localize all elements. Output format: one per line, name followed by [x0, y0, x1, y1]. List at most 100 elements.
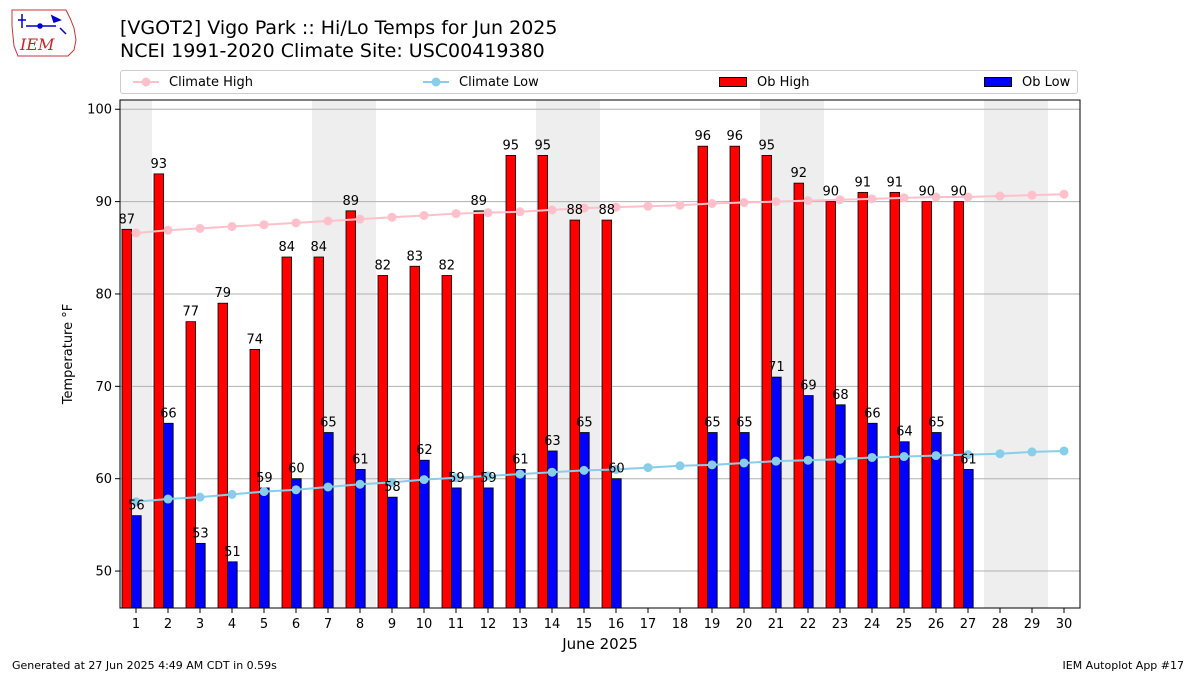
bars [121, 145, 974, 609]
climate-high-point [803, 196, 813, 206]
x-tick-label: 6 [292, 617, 300, 632]
ob-low-bar [355, 469, 366, 609]
climate-high-point [195, 223, 205, 233]
ob-high-label: 95 [759, 138, 776, 153]
climate-high-point [1027, 190, 1037, 200]
x-tick-label: 27 [960, 617, 977, 632]
ob-low-label: 63 [544, 434, 561, 449]
climate-lines [131, 189, 1069, 507]
y-tick-label: 80 [95, 287, 112, 302]
ob-high-label: 84 [279, 240, 296, 255]
ob-high-label: 90 [823, 185, 840, 200]
climate-low-point [707, 460, 717, 470]
ob-low-label: 66 [864, 406, 881, 421]
climate-high-point [483, 208, 493, 218]
ob-high-label: 82 [375, 258, 392, 273]
ob-high-label: 87 [119, 212, 136, 227]
iem-logo: IEM [11, 9, 77, 57]
x-tick-label: 12 [480, 617, 497, 632]
ob-high-label: 77 [183, 305, 200, 320]
ob-high-label: 95 [503, 138, 520, 153]
legend-item-ob-high: Ob High [719, 71, 810, 93]
x-tick-label: 4 [228, 617, 236, 632]
ob-low-bar [707, 432, 718, 609]
x-tick-label: 26 [928, 617, 945, 632]
climate-high-point [867, 194, 877, 204]
ob-high-bar [697, 145, 709, 609]
climate-low-point [227, 489, 237, 499]
x-tick-label: 3 [196, 617, 204, 632]
ob-low-bar [195, 542, 206, 609]
climate-high-point [291, 218, 301, 228]
ob-low-bar [131, 515, 142, 609]
ob-high-label: 93 [151, 157, 168, 172]
chart-title: [VGOT2] Vigo Park :: Hi/Lo Temps for Jun… [120, 17, 558, 39]
y-tick-label: 60 [95, 472, 112, 487]
climate-low-point [1059, 446, 1069, 456]
ob-high-label: 96 [727, 129, 744, 144]
climate-low-point [291, 485, 301, 495]
ob-low-label: 61 [512, 452, 529, 467]
climate-high-point [995, 191, 1005, 201]
ob-low-label: 59 [480, 471, 497, 486]
y-tick-label: 90 [95, 195, 112, 210]
ob-high-bar [313, 256, 325, 609]
legend-label: Climate Low [459, 74, 539, 90]
climate-low-point [163, 494, 173, 504]
climate-low-point [675, 461, 685, 471]
climate-low-point [899, 452, 909, 462]
ob-low-label: 60 [288, 462, 305, 477]
weekend-band [984, 100, 1048, 608]
climate-high-point [707, 198, 717, 208]
climate-low-swatch [423, 77, 449, 87]
ob-high-label: 90 [919, 185, 936, 200]
ob-high-bar [857, 191, 869, 609]
ob-low-label: 64 [896, 425, 913, 440]
ob-high-label: 92 [791, 166, 808, 181]
climate-low-point [131, 497, 141, 507]
climate-low-point [611, 464, 621, 474]
legend-label: Climate High [169, 74, 254, 90]
x-tick-label: 5 [260, 617, 268, 632]
climate-high-point [131, 228, 141, 238]
climate-low-point [259, 487, 269, 497]
ob-high-label: 95 [535, 138, 552, 153]
ob-high-bar [441, 275, 453, 609]
climate-low-point [867, 452, 877, 462]
ob-low-label: 60 [608, 462, 625, 477]
ob-high-bar [889, 191, 901, 609]
app-label: IEM Autoplot App #17 [1062, 659, 1185, 672]
ob-low-label: 51 [224, 545, 241, 560]
climate-low-point [995, 449, 1005, 459]
bar-labels: 87 56 93 66 77 53 79 51 74 59 84 60 84 65 89 61 82 58 83 62… [119, 129, 977, 560]
climate-low-line [135, 449, 1065, 503]
climate-high-point [611, 202, 621, 212]
x-tick-label: 16 [608, 617, 625, 632]
climate-high-point [739, 198, 749, 208]
ob-high-bar [185, 321, 197, 609]
ob-low-label: 59 [448, 471, 465, 486]
ob-high-bar [537, 155, 549, 609]
chart-subtitle: NCEI 1991-2020 Climate Site: USC00419380 [120, 40, 545, 62]
ob-low-bar [835, 404, 846, 609]
climate-high-point [835, 195, 845, 205]
ob-high-label: 79 [215, 286, 232, 301]
ob-low-label: 65 [928, 416, 945, 431]
climate-low-point [835, 454, 845, 464]
y-tick-label: 50 [95, 565, 112, 580]
x-tick-label: 22 [800, 617, 817, 632]
legend-item-climate-high: Climate High [133, 71, 253, 93]
x-tick-label: 18 [672, 617, 689, 632]
ob-low-swatch [984, 77, 1012, 87]
ob-low-label: 65 [576, 416, 593, 431]
ob-high-bar [345, 210, 357, 609]
ob-high-bar [921, 201, 933, 609]
x-tick-label: 19 [704, 617, 721, 632]
climate-high-point [1059, 189, 1069, 199]
ob-high-label: 91 [887, 175, 904, 190]
ob-high-label: 82 [439, 258, 456, 273]
x-tick-label: 30 [1056, 617, 1073, 632]
climate-low-point [1027, 447, 1037, 457]
x-tick-label: 24 [864, 617, 881, 632]
ob-high-bar [825, 201, 837, 609]
